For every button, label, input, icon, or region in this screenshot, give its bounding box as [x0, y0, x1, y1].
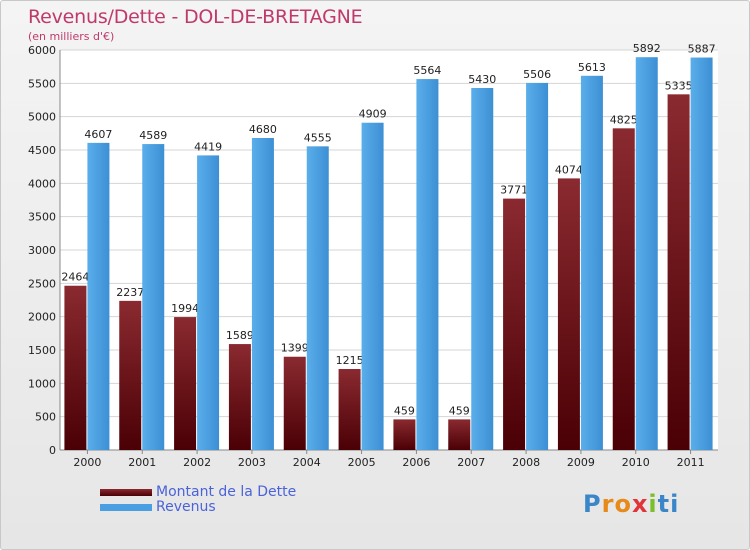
data-label: 2464 [61, 271, 89, 284]
bar-revenus [635, 57, 658, 450]
bar-dette [503, 198, 526, 450]
bar-dette [557, 178, 580, 450]
data-label: 5613 [578, 61, 606, 74]
bar-dette [174, 317, 197, 450]
y-tick-label: 5500 [28, 77, 56, 90]
x-tick-label: 2010 [622, 456, 650, 469]
data-label: 4074 [555, 163, 583, 176]
bar-revenus [526, 82, 549, 450]
x-tick-label: 2004 [293, 456, 321, 469]
y-tick-label: 6000 [28, 44, 56, 57]
y-tick-label: 3500 [28, 211, 56, 224]
x-tick-label: 2006 [402, 456, 430, 469]
legend-swatch-revenus [100, 504, 152, 511]
y-tick-label: 0 [49, 444, 56, 457]
data-label: 5335 [665, 79, 693, 92]
y-tick-label: 3000 [28, 244, 56, 257]
data-label: 5887 [688, 43, 716, 56]
bar-dette [64, 285, 87, 450]
bar-dette [448, 419, 471, 450]
proxiti-logo: Proxiti [583, 490, 680, 518]
x-tick-label: 2011 [677, 456, 705, 469]
data-label: 4909 [359, 108, 387, 121]
y-tick-label: 500 [35, 411, 56, 424]
bar-revenus [471, 88, 494, 450]
data-label: 1399 [281, 342, 309, 355]
bar-revenus [416, 79, 439, 451]
bar-revenus [87, 142, 110, 450]
y-tick-label: 2500 [28, 277, 56, 290]
data-label: 5506 [523, 68, 551, 81]
data-label: 4680 [249, 123, 277, 136]
bar-dette [393, 419, 416, 450]
x-tick-label: 2008 [512, 456, 540, 469]
legend-swatch-dette [100, 489, 152, 496]
bar-dette [228, 344, 251, 450]
bar-revenus [361, 122, 384, 450]
data-label: 1994 [171, 302, 199, 315]
bar-revenus [306, 146, 329, 451]
y-tick-label: 4500 [28, 144, 56, 157]
x-tick-label: 2002 [183, 456, 211, 469]
y-tick-label: 1500 [28, 344, 56, 357]
data-label: 2237 [116, 286, 144, 299]
data-label: 5430 [468, 73, 496, 86]
x-tick-label: 2007 [457, 456, 485, 469]
bar-dette [283, 356, 306, 450]
data-label: 4419 [194, 140, 222, 153]
legend-label-dette: Montant de la Dette [156, 484, 297, 500]
bar-revenus [142, 144, 165, 451]
data-label: 5564 [413, 64, 441, 77]
x-tick-label: 2009 [567, 456, 595, 469]
y-tick-label: 5000 [28, 111, 56, 124]
bar-revenus [251, 138, 274, 450]
x-tick-label: 2001 [128, 456, 156, 469]
y-tick-label: 1000 [28, 377, 56, 390]
bar-dette [612, 128, 635, 451]
bar-dette [119, 300, 142, 450]
legend-label-revenus: Revenus [156, 499, 216, 515]
x-tick-label: 2005 [348, 456, 376, 469]
data-label: 4825 [610, 113, 638, 126]
bar-revenus [690, 57, 713, 451]
data-label: 4555 [304, 131, 332, 144]
data-label: 3771 [500, 184, 528, 197]
data-label: 4589 [139, 129, 167, 142]
y-tick-label: 2000 [28, 311, 56, 324]
bar-dette [338, 369, 361, 450]
chart-title: Revenus/Dette - DOL-DE-BRETAGNE [28, 6, 363, 28]
bar-revenus [197, 155, 220, 450]
data-label: 5892 [633, 42, 661, 55]
chart-subtitle: (en milliers d'€) [28, 30, 115, 43]
data-label: 1589 [226, 329, 254, 342]
data-label: 459 [449, 404, 470, 417]
y-tick-label: 4000 [28, 177, 56, 190]
x-tick-label: 2003 [238, 456, 266, 469]
bar-dette [667, 94, 690, 450]
data-label: 1215 [336, 354, 364, 367]
bar-revenus [580, 75, 603, 451]
data-label: 459 [394, 404, 415, 417]
x-tick-label: 2000 [73, 456, 101, 469]
data-label: 4607 [84, 128, 112, 141]
